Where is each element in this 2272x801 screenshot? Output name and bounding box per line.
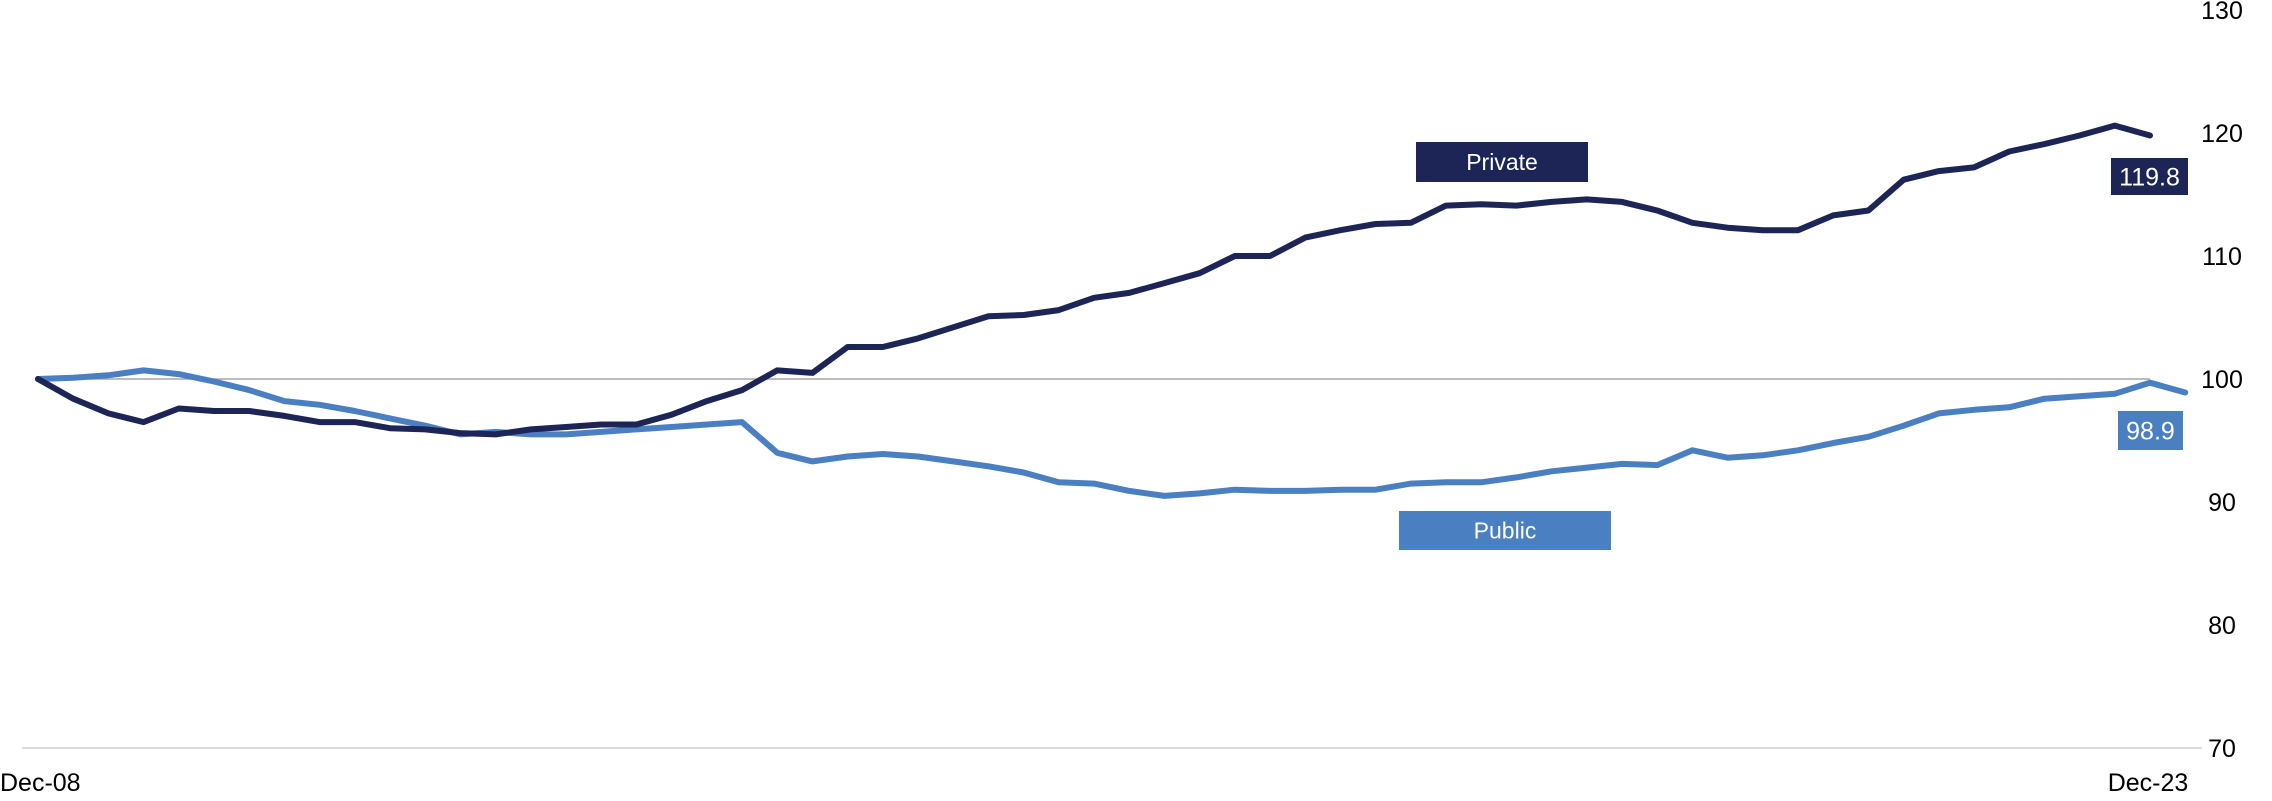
labels-layer: Private Public 119.8 98.9	[1399, 142, 2188, 550]
end-value-label: 98.9	[2126, 418, 2175, 446]
series-name-label: Private	[1466, 149, 1538, 175]
end-value-box-private	[2111, 158, 2188, 195]
series-layer	[35, 122, 2189, 499]
end-value-label: 119.8	[2119, 164, 2180, 192]
end-value-box-public	[2118, 411, 2183, 450]
y-tick-label: 110	[2202, 243, 2242, 271]
series-name-box-public	[1399, 511, 1611, 550]
x-tick-label: Dec-23	[2108, 769, 2189, 796]
y-tick-label: 90	[2208, 489, 2236, 517]
series-name-label: Public	[1474, 518, 1537, 544]
y-tick-label: 80	[2208, 612, 2236, 640]
y-tick-label: 120	[2201, 120, 2243, 148]
series-name-box-private	[1416, 142, 1588, 182]
y-tick-label: 130	[2201, 0, 2243, 25]
series-line-public	[35, 367, 2189, 499]
y-tick-label: 100	[2201, 366, 2243, 394]
series-line-private	[35, 122, 2153, 438]
x-tick-label: Dec-08	[0, 769, 81, 796]
y-tick-label: 70	[2208, 735, 2236, 763]
